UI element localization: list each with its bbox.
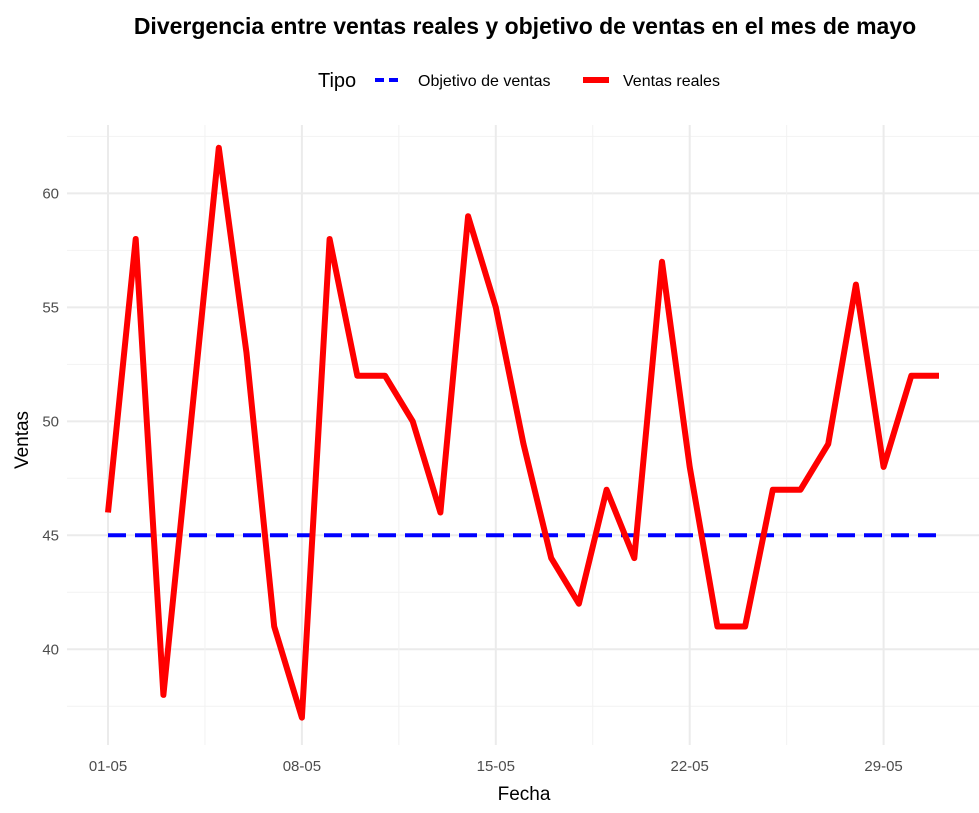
series-line-ventas-reales: [105, 144, 939, 721]
y-axis-title: Ventas: [12, 411, 33, 469]
x-tick-label: 08-05: [283, 758, 321, 775]
legend-label-objetivo: Objetivo de ventas: [418, 73, 551, 90]
y-tick-label: 55: [42, 299, 59, 316]
chart-title: Divergencia entre ventas reales y objeti…: [134, 13, 916, 39]
legend-label-ventas-reales: Ventas reales: [623, 73, 720, 90]
x-tick-label: 22-05: [671, 758, 709, 775]
grid: [67, 125, 979, 745]
x-tick-label: 29-05: [864, 758, 902, 775]
x-tick-label: 01-05: [89, 758, 127, 775]
y-tick-label: 60: [42, 185, 59, 202]
y-axis: 40 45 50 55 60: [42, 185, 59, 658]
legend: Tipo Objetivo de ventas Ventas reales: [318, 70, 720, 92]
series-layer: [105, 144, 939, 721]
x-axis: 01-05 08-05 15-05 22-05 29-05: [89, 758, 903, 775]
x-axis-title: Fecha: [498, 784, 551, 805]
x-tick-label: 15-05: [477, 758, 515, 775]
y-tick-label: 40: [42, 641, 59, 658]
y-tick-label: 45: [42, 527, 59, 544]
legend-title: Tipo: [318, 70, 356, 92]
y-tick-label: 50: [42, 413, 59, 430]
